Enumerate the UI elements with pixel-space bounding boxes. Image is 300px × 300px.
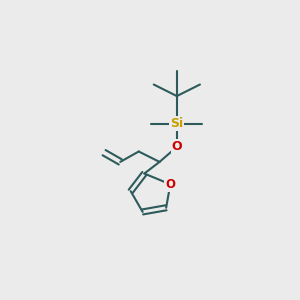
Text: O: O bbox=[165, 178, 175, 191]
Text: O: O bbox=[172, 140, 182, 153]
Text: Si: Si bbox=[170, 117, 183, 130]
